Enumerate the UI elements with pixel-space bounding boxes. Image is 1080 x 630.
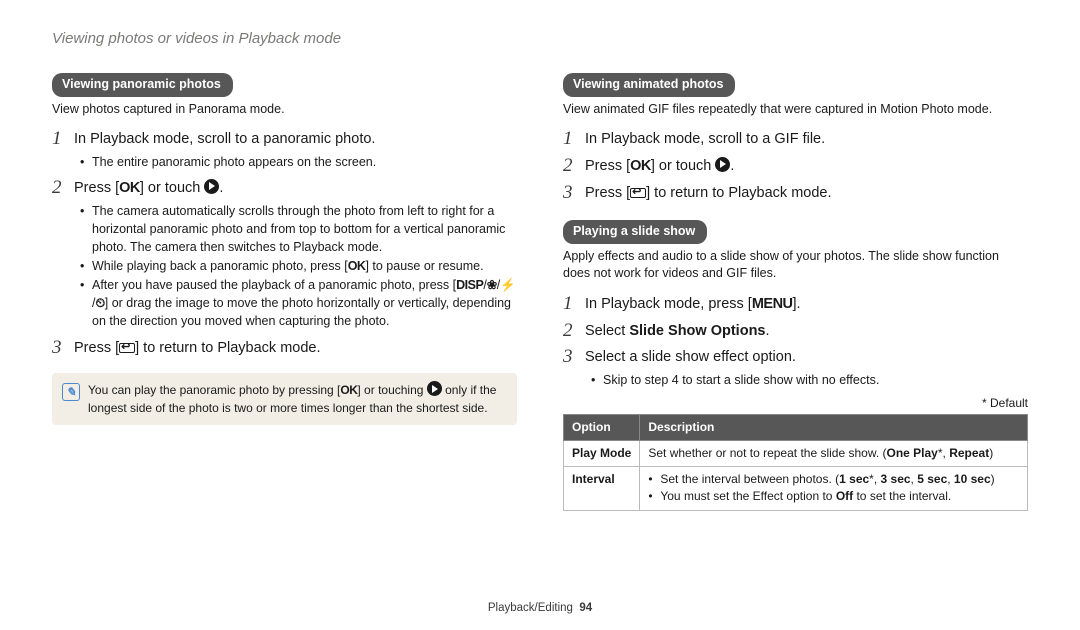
ok-icon: OK xyxy=(630,156,651,178)
note-text: You can play the panoramic photo by pres… xyxy=(88,381,507,417)
bullet: While playing back a panoramic photo, pr… xyxy=(80,257,517,275)
s-step-1: 1 In Playback mode, press [MENU]. xyxy=(563,293,1028,316)
r-step-3: 3 Press [] to return to Playback mode. xyxy=(563,182,1028,205)
section-intro: View animated GIF files repeatedly that … xyxy=(563,101,1028,119)
step-text: Press [OK] or touch . xyxy=(585,155,734,178)
cell-description: Set whether or not to repeat the slide s… xyxy=(640,441,1028,467)
step-1-bullets: The entire panoramic photo appears on th… xyxy=(80,153,517,171)
r-step-1: 1 In Playback mode, scroll to a GIF file… xyxy=(563,128,1028,151)
macro-icon: ❀ xyxy=(487,276,497,294)
footer-section: Playback/Editing xyxy=(488,602,573,614)
disp-icon: DISP xyxy=(456,276,483,294)
cell-option: Play Mode xyxy=(564,441,640,467)
step-2: 2 Press [OK] or touch . xyxy=(52,177,517,200)
section-intro: View photos captured in Panorama mode. xyxy=(52,101,517,119)
timer-icon: ⏲ xyxy=(95,294,104,312)
section-heading-slideshow: Playing a slide show xyxy=(563,220,707,244)
step-number: 3 xyxy=(563,182,585,205)
step-number: 2 xyxy=(563,320,585,343)
step-number: 1 xyxy=(563,128,585,151)
return-icon xyxy=(119,343,135,353)
default-note: * Default xyxy=(563,395,1028,412)
page-number: 94 xyxy=(579,602,592,614)
left-column: Viewing panoramic photos View photos cap… xyxy=(52,73,517,511)
content-columns: Viewing panoramic photos View photos cap… xyxy=(52,73,1028,511)
options-table: Option Description Play Mode Set whether… xyxy=(563,414,1028,510)
bullet: Skip to step 4 to start a slide show wit… xyxy=(591,371,1028,389)
s-step-3: 3 Select a slide show effect option. xyxy=(563,346,1028,369)
cell-option: Interval xyxy=(564,466,640,510)
step-2-bullets: The camera automatically scrolls through… xyxy=(80,202,517,331)
menu-icon: MENU xyxy=(752,294,793,316)
bullet: The camera automatically scrolls through… xyxy=(80,202,517,256)
step-number: 2 xyxy=(563,155,585,178)
play-icon xyxy=(204,179,219,194)
step-text: Select a slide show effect option. xyxy=(585,346,796,369)
s-step-2: 2 Select Slide Show Options. xyxy=(563,320,1028,343)
step-3: 3 Press [] to return to Playback mode. xyxy=(52,337,517,360)
step-text: Press [OK] or touch . xyxy=(74,177,223,200)
ok-icon: OK xyxy=(119,178,140,200)
play-icon xyxy=(715,157,730,172)
th-description: Description xyxy=(640,415,1028,441)
ok-icon: OK xyxy=(348,257,366,275)
section-intro: Apply effects and audio to a slide show … xyxy=(563,248,1028,283)
step-text: In Playback mode, scroll to a panoramic … xyxy=(74,128,375,151)
bullet: The entire panoramic photo appears on th… xyxy=(80,153,517,171)
table-row: Play Mode Set whether or not to repeat t… xyxy=(564,441,1028,467)
page-footer: Playback/Editing 94 xyxy=(0,600,1080,616)
step-number: 1 xyxy=(52,128,74,151)
section-heading-animated: Viewing animated photos xyxy=(563,73,735,97)
page-title: Viewing photos or videos in Playback mod… xyxy=(52,28,1028,49)
step-text: In Playback mode, scroll to a GIF file. xyxy=(585,128,825,151)
step-1: 1 In Playback mode, scroll to a panorami… xyxy=(52,128,517,151)
step-text: Press [] to return to Playback mode. xyxy=(585,182,832,205)
ok-icon: OK xyxy=(340,382,357,399)
step-number: 3 xyxy=(563,346,585,369)
step-text: In Playback mode, press [MENU]. xyxy=(585,293,801,316)
section-heading-panoramic: Viewing panoramic photos xyxy=(52,73,233,97)
step-text: Select Slide Show Options. xyxy=(585,320,770,343)
bullet: After you have paused the playback of a … xyxy=(80,276,517,330)
s-step-3-bullets: Skip to step 4 to start a slide show wit… xyxy=(591,371,1028,389)
step-number: 1 xyxy=(563,293,585,316)
step-number: 3 xyxy=(52,337,74,360)
flash-icon: ⚡ xyxy=(500,276,515,294)
cell-description: Set the interval between photos. (1 sec*… xyxy=(640,466,1028,510)
table-row: Interval Set the interval between photos… xyxy=(564,466,1028,510)
table-header-row: Option Description xyxy=(564,415,1028,441)
th-option: Option xyxy=(564,415,640,441)
step-text: Press [] to return to Playback mode. xyxy=(74,337,321,360)
note-icon: ✎ xyxy=(62,383,80,401)
play-icon xyxy=(427,381,442,396)
step-number: 2 xyxy=(52,177,74,200)
right-column: Viewing animated photos View animated GI… xyxy=(563,73,1028,511)
r-step-2: 2 Press [OK] or touch . xyxy=(563,155,1028,178)
note-box: ✎ You can play the panoramic photo by pr… xyxy=(52,373,517,425)
slide-show-options-label: Slide Show Options xyxy=(629,323,765,339)
return-icon xyxy=(630,188,646,198)
